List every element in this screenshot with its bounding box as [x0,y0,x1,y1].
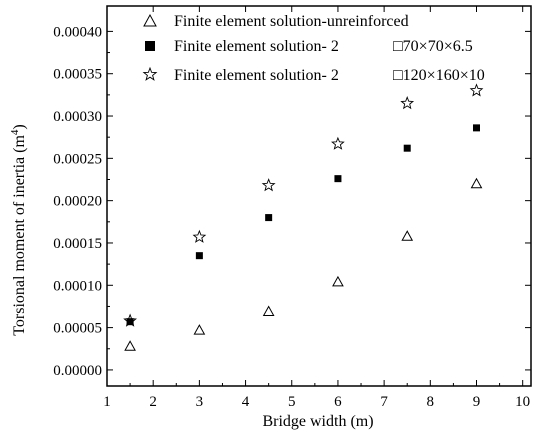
point-70x70 [472,124,480,132]
y-tick-label: 0.00040 [53,24,102,40]
plot-frame [106,5,532,387]
y-tick-label: 0.00020 [53,194,102,210]
point-unreinforced [401,230,414,241]
x-tick-label: 10 [515,394,530,410]
y-tick-labels: 0.00000 0.00005 0.00010 0.00015 0.00020 0.000… [53,24,102,379]
point-unreinforced [262,305,275,317]
legend-marker-star [142,66,158,81]
point-120x160 [123,313,137,327]
x-tick-label: 4 [242,394,250,410]
legend-entry-120x160: Finite element solution- 2 □120×160×10 [142,66,485,84]
point-70x70 [334,175,342,183]
point-120x160 [261,178,276,192]
point-120x160 [331,136,345,150]
y-tick-label: 0.00015 [53,236,102,252]
legend-entry-unreinforced: Finite element solution-unreinforced [143,13,409,30]
point-70x70 [265,214,273,222]
x-axis-title: Bridge width (m) [262,413,373,430]
point-unreinforced [124,340,136,351]
legend-label-70x70-size: □70×70×6.5 [393,38,473,55]
x-tick-label: 5 [288,394,296,410]
x-tick-label: 7 [380,394,388,410]
point-unreinforced [193,324,206,335]
legend-label-120x160: Finite element solution- 2 [174,67,339,84]
legend-label-120x160-size: □120×160×10 [393,67,485,84]
point-70x70 [195,252,203,260]
legend: Finite element solution-unreinforced Fin… [142,13,485,84]
point-70x70 [126,318,134,326]
legend-label-unreinforced: Finite element solution-unreinforced [174,13,409,30]
point-unreinforced [470,177,483,189]
legend-entry-70x70: Finite element solution- 2 □70×70×6.5 [145,38,473,55]
y-axis-title-main: Torsional moment of inertia (m [11,135,28,336]
x-tick-label: 8 [427,394,435,410]
x-tick-labels: 1 2 3 4 5 6 7 8 9 10 [103,394,530,410]
y-axis-title-suffix: ) [11,124,28,129]
axis-ticks [106,6,531,386]
point-unreinforced [332,275,344,287]
y-tick-label: 0.00035 [53,67,102,83]
x-tick-label: 2 [149,394,157,410]
y-tick-label: 0.00030 [53,109,102,125]
y-tick-label: 0.00000 [53,363,102,379]
point-120x160 [469,83,484,97]
data-points [123,83,484,351]
legend-marker-square [145,41,155,51]
x-tick-label: 6 [334,394,342,410]
point-120x160 [400,96,415,110]
x-tick-label: 9 [473,394,481,410]
y-tick-label: 0.00025 [53,151,102,167]
legend-marker-triangle [143,13,157,27]
y-tick-label: 0.00005 [53,321,102,337]
point-70x70 [403,144,411,152]
y-tick-label: 0.00010 [53,278,102,294]
x-tick-label: 1 [103,394,111,410]
legend-label-70x70: Finite element solution- 2 [174,38,339,55]
x-tick-label: 3 [196,394,204,410]
point-120x160 [192,229,207,243]
y-axis-title-superscript: 4 [9,129,21,135]
y-axis-title: Torsional moment of inertia (m4) [9,124,28,335]
